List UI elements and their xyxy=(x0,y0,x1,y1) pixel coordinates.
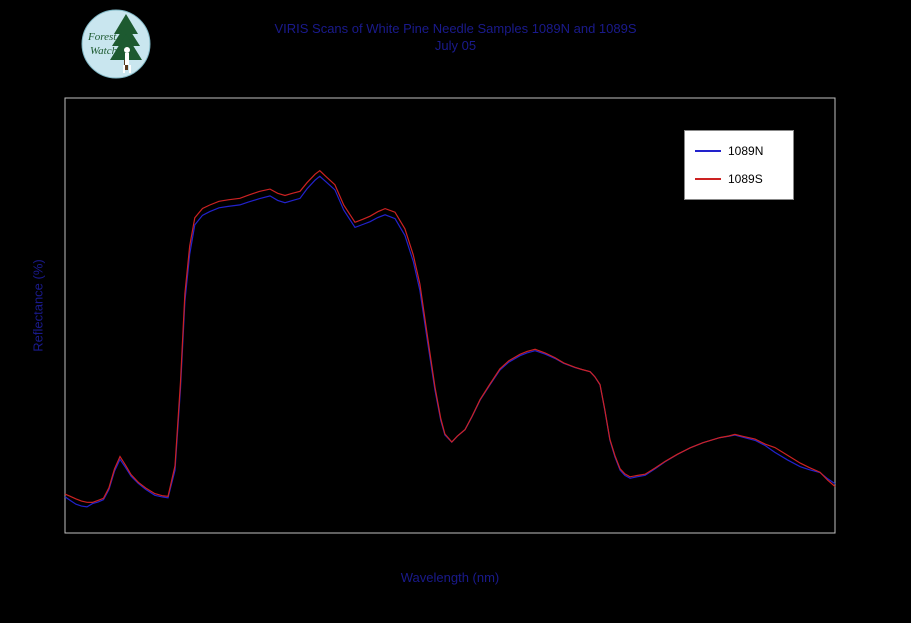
legend-item-1089S: 1089S xyxy=(695,172,787,186)
logo-text-watch: Watch xyxy=(90,45,118,57)
x-axis-label: Wavelength (nm) xyxy=(400,570,500,585)
y-axis-label: Reflectance (%) xyxy=(30,259,46,352)
logo-text-forest: Forest xyxy=(87,31,117,43)
series-line-1089S xyxy=(64,169,836,504)
hiker-icon xyxy=(123,47,131,73)
legend: 1089N 1089S xyxy=(684,130,794,200)
series-line-1089N xyxy=(64,175,836,508)
chart-title-line1: VIRIS Scans of White Pine Needle Samples… xyxy=(274,21,637,36)
chart-title-line2: July 05 xyxy=(434,38,477,53)
legend-line-swatch-red xyxy=(695,178,721,180)
forest-watch-logo-art: Forest Watch xyxy=(81,9,151,79)
legend-line-swatch-blue xyxy=(695,150,721,152)
legend-label: 1089S xyxy=(728,172,763,186)
chart-title: VIRIS Scans of White Pine Needle Samples… xyxy=(0,20,911,54)
forest-watch-logo: Forest Watch xyxy=(80,8,152,80)
legend-item-1089N: 1089N xyxy=(695,144,787,158)
legend-label: 1089N xyxy=(728,144,764,158)
